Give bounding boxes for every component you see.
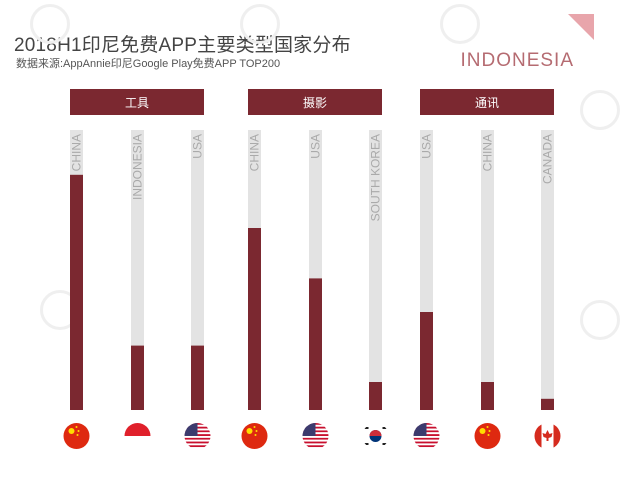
bar [420, 312, 433, 410]
country-label: INDONESIA [131, 134, 145, 200]
bar-track [481, 130, 494, 410]
bar-track [369, 130, 382, 410]
watermark [240, 4, 280, 44]
bar [191, 345, 204, 410]
watermark [580, 90, 620, 130]
group-header-label: 通讯 [475, 96, 499, 110]
corner-triangle-icon [568, 14, 594, 40]
china-flag-icon [474, 423, 501, 449]
country-label: CHINA [481, 134, 495, 171]
country-label: CHINA [70, 134, 84, 171]
watermark [580, 300, 620, 340]
china-flag-icon [241, 423, 268, 449]
bar [369, 382, 382, 410]
country-label: CHINA [248, 134, 262, 171]
usa-flag-icon [302, 423, 329, 449]
bar [541, 398, 554, 410]
group-header [420, 89, 554, 115]
bar-track [541, 130, 554, 410]
country-label: USA [191, 134, 205, 159]
group-header-label: 工具 [125, 96, 149, 110]
indonesia-flag-icon [124, 423, 151, 449]
bar [70, 174, 83, 410]
bar [131, 345, 144, 410]
south-korea-flag-icon [362, 423, 389, 449]
country-label: CANADA [541, 134, 555, 184]
bar-track [191, 130, 204, 410]
group-header [248, 89, 382, 115]
china-flag-icon [63, 423, 90, 449]
canada-flag-icon [534, 423, 561, 449]
brand-label: INDONESIA [460, 50, 574, 71]
bar-track [131, 130, 144, 410]
watermark [30, 4, 70, 44]
group-header [70, 89, 204, 115]
bar [309, 278, 322, 410]
country-label: USA [420, 134, 434, 159]
country-label: USA [309, 134, 323, 159]
watermark [440, 4, 480, 44]
country-label: SOUTH KOREA [369, 134, 383, 221]
bar [248, 228, 261, 410]
bar [481, 382, 494, 410]
usa-flag-icon [413, 423, 440, 449]
data-source: 数据来源:AppAnnie印尼Google Play免费APP TOP200 [16, 58, 281, 70]
usa-flag-icon [184, 423, 211, 449]
group-header-label: 摄影 [303, 95, 327, 110]
